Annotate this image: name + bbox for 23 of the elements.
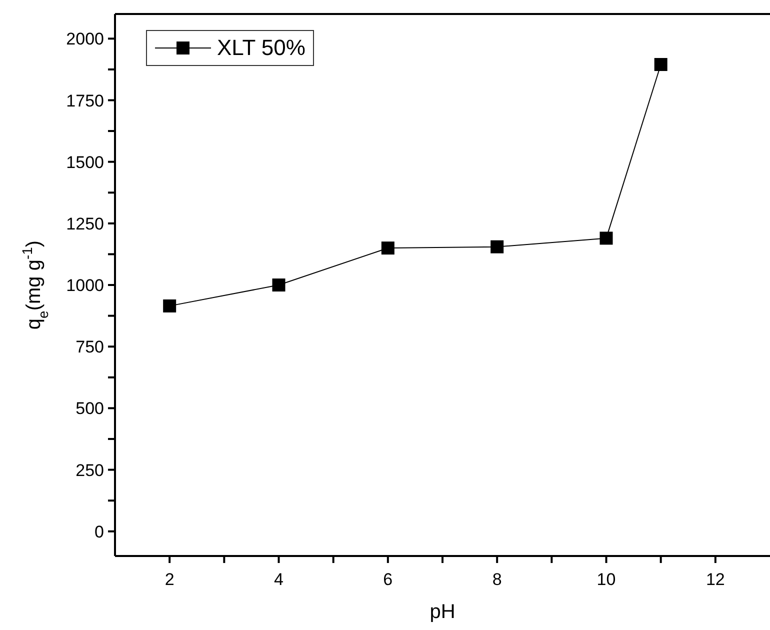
- y-tick-label: 1500: [66, 152, 104, 172]
- y-tick-label: 2000: [66, 30, 104, 49]
- x-axis-title: pH: [430, 601, 456, 623]
- point: [381, 242, 394, 255]
- y-tick-label: 750: [76, 338, 104, 357]
- y-tick-label: 1250: [66, 214, 104, 234]
- y-tick-label: 1750: [66, 91, 104, 110]
- point: [600, 232, 613, 245]
- x-tick-label: 2: [164, 570, 174, 590]
- x-tick-label: 8: [492, 570, 502, 590]
- x-tick-label: 4: [274, 570, 284, 590]
- legend-label: XLT 50%: [217, 35, 306, 61]
- y-tick-label: 250: [76, 460, 104, 480]
- point: [654, 58, 668, 72]
- point: [490, 240, 504, 254]
- y-tick-label: 0: [94, 522, 104, 542]
- x-tick-label: 12: [706, 570, 725, 590]
- y-tick-label: 500: [76, 399, 104, 418]
- point: [163, 299, 176, 312]
- x-tick-label: 6: [383, 570, 393, 590]
- x-tick-label: 10: [596, 570, 616, 590]
- y-tick-label: 1000: [66, 276, 104, 296]
- point: [272, 278, 286, 292]
